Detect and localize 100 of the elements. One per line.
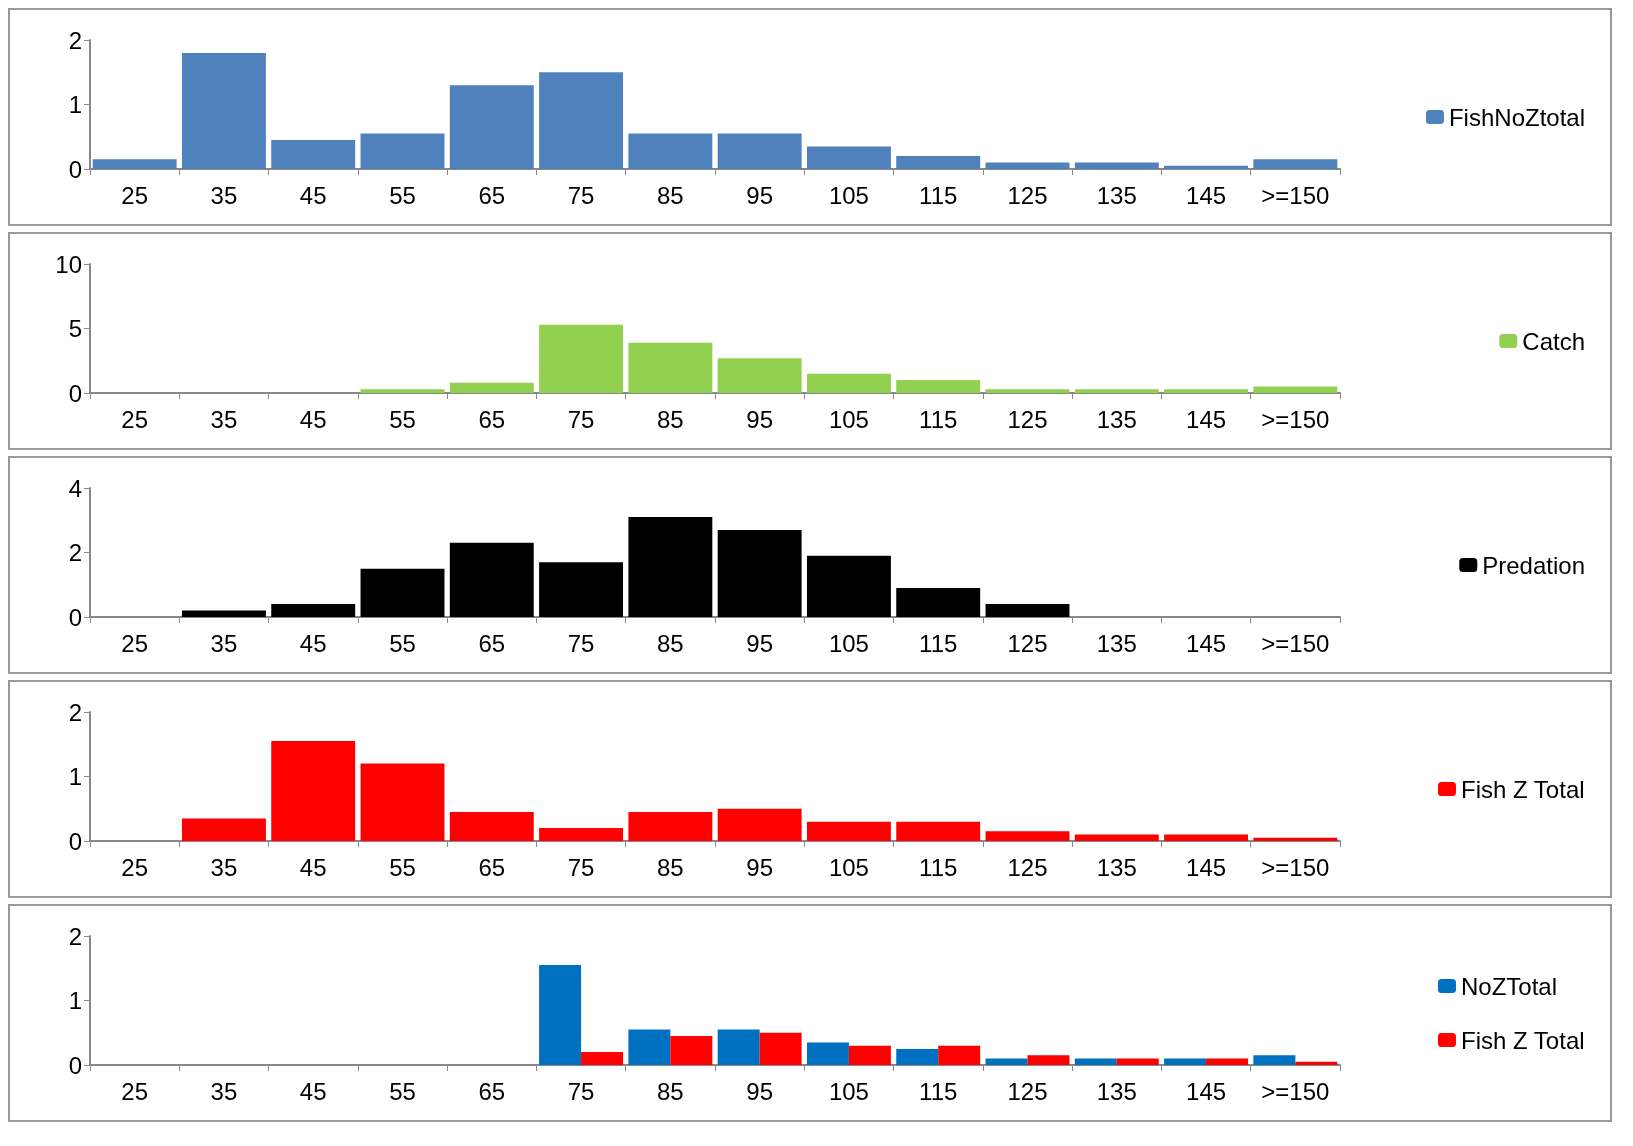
bar xyxy=(806,821,891,841)
x-tick-label: 85 xyxy=(657,629,684,657)
bar xyxy=(539,965,582,1065)
x-tick-label: 145 xyxy=(1186,853,1227,881)
bar xyxy=(92,159,177,169)
bar xyxy=(717,529,802,617)
y-tick-label: 4 xyxy=(68,474,82,502)
x-tick-label: 65 xyxy=(478,853,506,881)
bar xyxy=(670,1035,713,1065)
bar xyxy=(1164,834,1249,841)
bar xyxy=(985,162,1070,169)
bar xyxy=(360,568,445,617)
legend-label: Fish Z Total xyxy=(1460,1026,1585,1054)
x-tick-label: 55 xyxy=(389,405,416,433)
y-tick-label: 2 xyxy=(68,922,82,950)
x-tick-label: 55 xyxy=(389,629,416,657)
x-tick-label: 65 xyxy=(478,1077,506,1105)
y-tick-label: 0 xyxy=(68,379,82,407)
bar xyxy=(360,133,445,169)
y-tick-label: 0 xyxy=(68,603,82,631)
x-tick-label: 95 xyxy=(746,853,773,881)
bar xyxy=(449,811,534,841)
bar xyxy=(628,1029,671,1065)
bar xyxy=(539,72,624,169)
x-tick-label: 105 xyxy=(828,853,869,881)
x-tick-label: 125 xyxy=(1007,405,1048,433)
bar xyxy=(806,373,891,393)
bar xyxy=(271,741,356,841)
x-tick-label: 115 xyxy=(919,405,958,433)
y-tick-label: 2 xyxy=(68,698,82,726)
x-tick-label: 35 xyxy=(210,181,238,209)
x-tick-label: 145 xyxy=(1186,405,1227,433)
y-tick-label: 1 xyxy=(68,763,82,790)
x-tick-label: 75 xyxy=(567,1077,595,1105)
bar xyxy=(985,604,1070,617)
x-tick-label: 25 xyxy=(121,853,148,881)
x-tick-label: >=150 xyxy=(1261,853,1330,881)
x-tick-label: >=150 xyxy=(1261,405,1330,433)
bar xyxy=(1206,1058,1249,1065)
bar xyxy=(938,1045,981,1065)
x-tick-label: 35 xyxy=(210,1077,238,1105)
legend-label: NoZTotal xyxy=(1460,972,1558,1000)
bar xyxy=(759,1032,802,1065)
x-tick-label: 85 xyxy=(657,181,684,209)
bar xyxy=(539,324,624,393)
x-tick-label: 85 xyxy=(657,853,684,881)
bar xyxy=(717,133,802,169)
bar xyxy=(896,380,981,393)
bar xyxy=(1074,389,1159,393)
x-tick-label: 55 xyxy=(389,1077,416,1105)
bar xyxy=(360,389,445,393)
x-tick-label: 85 xyxy=(657,1077,684,1105)
bar xyxy=(449,542,534,617)
x-tick-label: 105 xyxy=(828,181,869,209)
x-tick-label: 95 xyxy=(746,181,773,209)
x-tick-label: 75 xyxy=(567,629,595,657)
bar xyxy=(181,818,266,841)
x-tick-label: 95 xyxy=(746,405,773,433)
bar xyxy=(581,1052,624,1065)
bar xyxy=(539,562,624,617)
x-tick-label: 45 xyxy=(299,629,327,657)
bar xyxy=(628,517,713,617)
x-tick-label: 45 xyxy=(299,853,327,881)
bar xyxy=(1074,834,1159,841)
x-tick-label: 125 xyxy=(1007,629,1048,657)
x-tick-label: 135 xyxy=(1096,629,1137,657)
x-tick-label: 105 xyxy=(828,629,869,657)
bar xyxy=(449,85,534,169)
y-tick-label: 0 xyxy=(68,155,82,183)
bar xyxy=(717,808,802,841)
x-tick-label: 75 xyxy=(567,181,595,209)
x-tick-label: 125 xyxy=(1007,1077,1048,1105)
x-tick-label: 35 xyxy=(210,853,238,881)
bar xyxy=(848,1045,891,1065)
x-tick-label: 25 xyxy=(121,405,148,433)
bar xyxy=(449,382,534,393)
y-tick-label: 2 xyxy=(68,26,82,54)
x-tick-label: 145 xyxy=(1186,629,1227,657)
x-tick-label: >=150 xyxy=(1261,629,1330,657)
y-tick-label: 0 xyxy=(68,827,82,855)
x-tick-label: 135 xyxy=(1096,853,1137,881)
x-tick-label: 35 xyxy=(210,405,238,433)
bar xyxy=(1116,1058,1159,1065)
bar xyxy=(896,1048,939,1065)
bar xyxy=(181,52,266,169)
x-tick-label: >=150 xyxy=(1261,181,1330,209)
y-tick-label: 5 xyxy=(68,315,82,342)
bar xyxy=(985,1058,1028,1065)
legend-label: Predation xyxy=(1482,551,1586,579)
x-tick-label: 135 xyxy=(1096,181,1137,209)
x-tick-label: 25 xyxy=(121,629,148,657)
y-tick-label: 1 xyxy=(68,987,82,1014)
bar xyxy=(1027,1055,1070,1065)
x-tick-label: 35 xyxy=(210,629,238,657)
bar xyxy=(1164,165,1249,169)
x-tick-label: 55 xyxy=(389,181,416,209)
bar xyxy=(1074,1058,1117,1065)
y-tick-label: 10 xyxy=(55,250,82,278)
x-tick-label: 135 xyxy=(1096,1077,1137,1105)
x-tick-label: 105 xyxy=(828,405,869,433)
